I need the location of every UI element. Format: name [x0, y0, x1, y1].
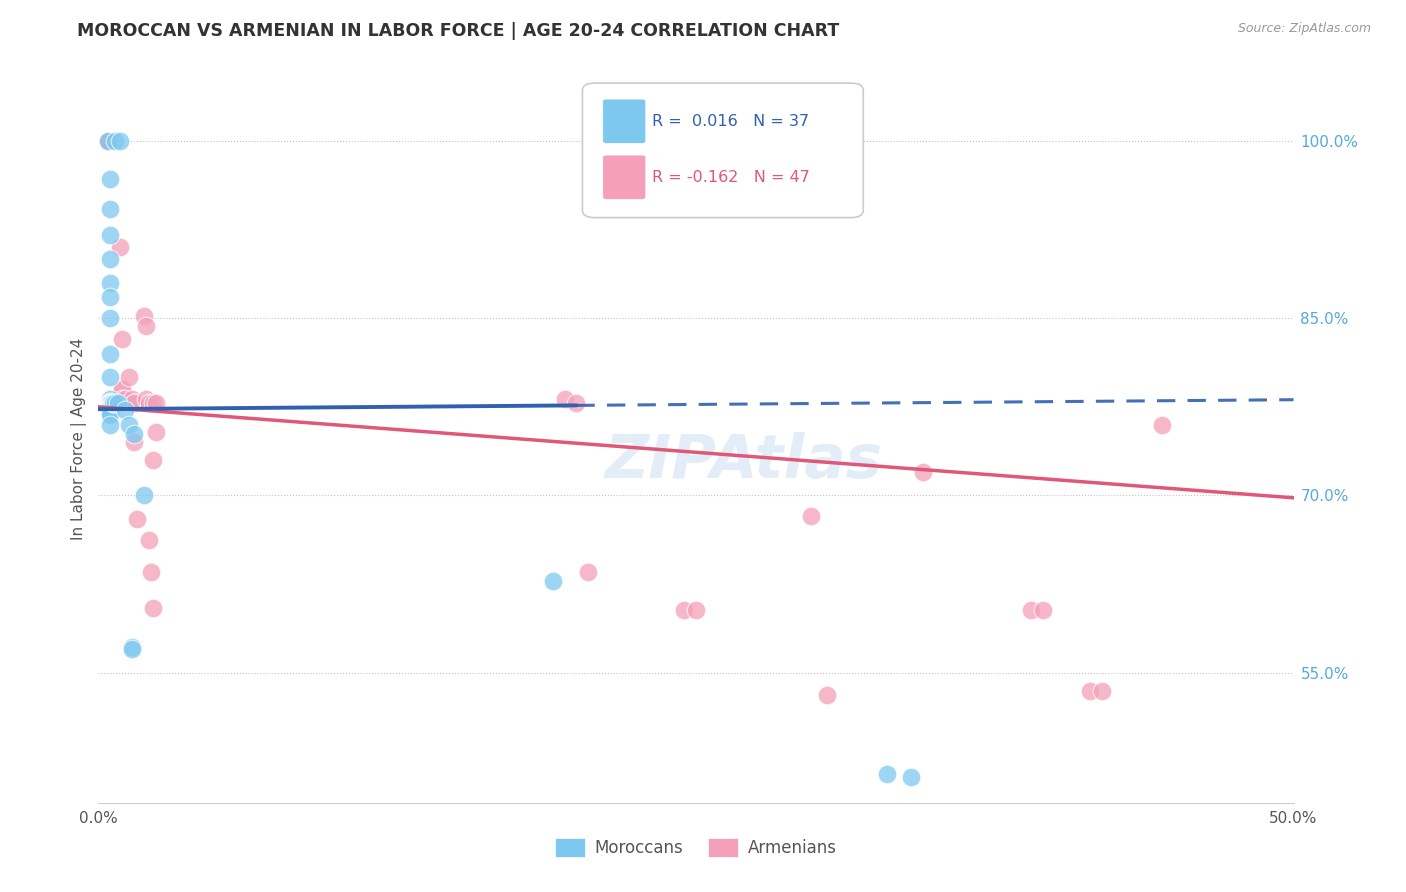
Point — [554, 392, 576, 406]
Point — [815, 688, 838, 702]
Text: R =  0.016   N = 37: R = 0.016 N = 37 — [652, 114, 808, 128]
Point — [139, 566, 162, 580]
Point — [98, 395, 122, 409]
Point — [138, 396, 160, 410]
Point — [108, 134, 131, 148]
Point — [98, 400, 122, 414]
Point — [98, 396, 122, 410]
Point — [142, 396, 165, 410]
Point — [118, 370, 141, 384]
Point — [138, 533, 160, 548]
Point — [541, 574, 564, 588]
Point — [98, 399, 122, 413]
Point — [673, 603, 696, 617]
Point — [111, 382, 134, 396]
Text: Source: ZipAtlas.com: Source: ZipAtlas.com — [1237, 22, 1371, 36]
Point — [565, 396, 588, 410]
Point — [145, 396, 167, 410]
Point — [124, 435, 146, 450]
Point — [98, 202, 122, 217]
Point — [98, 408, 122, 422]
Point — [98, 406, 122, 420]
Point — [911, 465, 934, 479]
Point — [98, 403, 122, 417]
Point — [97, 134, 120, 148]
Point — [900, 770, 922, 784]
Point — [121, 642, 143, 657]
Point — [142, 600, 165, 615]
Point — [114, 403, 136, 417]
Point — [135, 392, 157, 406]
Point — [1152, 417, 1174, 432]
Point — [101, 396, 124, 410]
Point — [98, 396, 122, 410]
Point — [98, 399, 122, 413]
Y-axis label: In Labor Force | Age 20-24: In Labor Force | Age 20-24 — [72, 338, 87, 541]
Point — [145, 425, 167, 439]
Point — [98, 228, 122, 243]
Point — [1091, 683, 1114, 698]
Text: MOROCCAN VS ARMENIAN IN LABOR FORCE | AGE 20-24 CORRELATION CHART: MOROCCAN VS ARMENIAN IN LABOR FORCE | AG… — [77, 22, 839, 40]
Point — [97, 134, 120, 148]
Text: ZIPAtlas: ZIPAtlas — [605, 432, 883, 491]
Point — [98, 252, 122, 266]
Point — [142, 453, 165, 467]
Point — [125, 512, 148, 526]
Point — [107, 396, 129, 410]
Text: R = -0.162   N = 47: R = -0.162 N = 47 — [652, 169, 810, 185]
Point — [135, 319, 157, 334]
Point — [1032, 603, 1054, 617]
Point — [124, 396, 146, 410]
Point — [132, 309, 155, 323]
Point — [132, 488, 155, 502]
Point — [98, 276, 122, 290]
Point — [108, 240, 131, 254]
Point — [685, 603, 707, 617]
Point — [800, 508, 823, 523]
Point — [98, 396, 122, 410]
Point — [97, 134, 120, 148]
Point — [98, 392, 122, 406]
Point — [578, 566, 600, 580]
Point — [121, 392, 143, 406]
Point — [118, 417, 141, 432]
Point — [104, 396, 127, 410]
Point — [98, 396, 122, 410]
Point — [1080, 683, 1102, 698]
FancyBboxPatch shape — [603, 155, 645, 200]
Point — [98, 396, 122, 410]
Point — [111, 392, 134, 406]
Point — [98, 400, 122, 414]
FancyBboxPatch shape — [603, 99, 645, 144]
Point — [876, 767, 898, 781]
Point — [98, 401, 122, 415]
Point — [98, 311, 122, 326]
Point — [124, 396, 146, 410]
Point — [101, 396, 124, 410]
FancyBboxPatch shape — [582, 83, 863, 218]
Point — [98, 417, 122, 432]
Point — [97, 134, 120, 148]
Point — [98, 171, 122, 186]
Point — [124, 427, 146, 442]
Point — [104, 134, 127, 148]
Point — [98, 396, 122, 410]
Point — [98, 370, 122, 384]
Point — [114, 392, 136, 406]
Point — [98, 346, 122, 360]
Point — [111, 333, 134, 347]
Point — [1019, 603, 1042, 617]
Point — [98, 290, 122, 304]
Point — [121, 640, 143, 654]
Point — [98, 401, 122, 415]
Point — [98, 397, 122, 411]
Point — [97, 134, 120, 148]
Legend: Moroccans, Armenians: Moroccans, Armenians — [548, 831, 844, 863]
Point — [111, 382, 134, 396]
